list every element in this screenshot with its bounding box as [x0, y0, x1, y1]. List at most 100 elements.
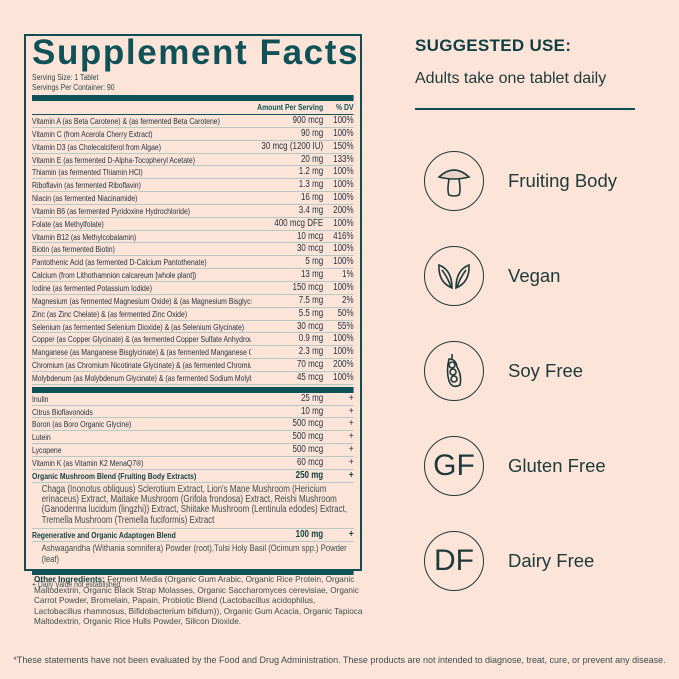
nutrient-row: Vitamin E (as fermented D-Alpha-Tocopher…: [32, 154, 354, 167]
nutrient-amount: 1.2 mg: [298, 166, 324, 178]
adaptogen-blend-row: Regenerative and Organic Adaptogen Blend…: [32, 528, 354, 542]
nutrient-row: Chromium (as Chromium Nicotinate Glycina…: [32, 359, 354, 372]
nutrient-amount: 500 mcg: [292, 418, 324, 430]
nutrient-name: Folate (as Methylfolate): [32, 218, 104, 229]
divider: [415, 108, 635, 110]
nutrient-amount: 900 mcg: [292, 115, 324, 126]
header-amount: Amount Per Serving: [257, 102, 324, 112]
nutrient-name: Riboflavin (as fermented Riboflavin): [32, 180, 141, 191]
nutrient-row: Calcium (from Lithothamnion calcareum [w…: [32, 269, 354, 282]
nutrient-amount: 3.4 mg: [298, 204, 324, 216]
nutrient-row: Thiamin (as fermented Thiamin HCl) 1.2 mg…: [32, 166, 354, 180]
nutrient-dv: 55%: [337, 320, 354, 332]
nutrient-row: Niacin (as fermented Niacinamide) 16 mg 10…: [32, 192, 354, 205]
nutrient-row: Magnesium (as fermented Magnesium Oxide)…: [32, 295, 354, 308]
nutrient-name: Vitamin B12 (as Methylcobalamin): [32, 231, 137, 242]
facts-table: Serving Size: 1 Tablet Servings Per Cont…: [32, 72, 354, 590]
nutrient-name: Vitamin C (from Acerola Cherry Extract): [32, 128, 153, 139]
nutrient-row: Vitamin B6 (as fermented Pyridoxine Hydr…: [32, 205, 354, 218]
nutrient-amount: 10 mg: [300, 405, 324, 417]
nutrient-row: Molybdenum (as Molybdenum Glycinate) & (…: [32, 372, 354, 385]
nutrient-row: Vitamin C (from Acerola Cherry Extract) 9…: [32, 128, 354, 141]
nutrient-dv: 100%: [333, 127, 354, 139]
badge-label: Gluten Free: [508, 455, 606, 476]
nutrient-dv: 100%: [333, 243, 354, 255]
nutrient-dv: 150%: [333, 140, 354, 152]
nutrient-amount: 2.3 mg: [298, 346, 324, 358]
nutrient-row: Pantothenic Acid (as fermented D-Calcium…: [32, 256, 354, 270]
badge-soy-free: Soy Free: [424, 341, 583, 401]
nutrient-amount: 10 mcg: [296, 230, 324, 242]
leaves-icon: [424, 246, 484, 306]
divider: [32, 386, 354, 393]
nutrient-amount: 16 mg: [300, 192, 324, 204]
nutrient-amount: 0.9 mg: [298, 333, 324, 345]
footnote: + Daily Value not established.: [32, 578, 123, 589]
nutrient-name: Iodine (as fermented Potassium Iodide): [32, 282, 152, 293]
nutrient-dv: +: [348, 418, 354, 430]
nutrient-row: Vitamin K (as Vitamin K2 MenaQ7®) 60 mcg +: [32, 457, 354, 470]
adaptogen-blend-description: Ashwagandha (Withania somnifera) Powder …: [41, 542, 347, 565]
nutrient-dv: 200%: [333, 204, 354, 216]
divider: [32, 568, 354, 575]
nutrient-name: Calcium (from Lithothamnion calcareum [w…: [32, 270, 197, 281]
nutrient-name: Magnesium (as fermented Magnesium Oxide)…: [32, 295, 252, 306]
badge-fruiting-body: Fruiting Body: [424, 151, 617, 211]
nutrient-dv: 100%: [333, 256, 354, 268]
nutrient-name: Pantothenic Acid (as fermented D-Calcium…: [32, 257, 207, 268]
mushroom-blend-description: Chaga (Inonotus obliquus) Sclerotium Ext…: [32, 483, 354, 529]
badge-label: Dairy Free: [508, 550, 595, 571]
nutrient-name: Molybdenum (as Molybdenum Glycinate) & (…: [32, 372, 252, 383]
nutrient-name: Niacin (as fermented Niacinamide): [32, 193, 138, 204]
nutrient-name: Vitamin K (as Vitamin K2 MenaQ7®): [32, 457, 144, 468]
nutrient-row: Lycopene 500 mcg +: [32, 444, 354, 457]
nutrient-name: Boron (as Boro Organic Glycine): [32, 419, 132, 430]
nutrient-amount: 90 mg: [300, 127, 324, 139]
nutrient-name: Vitamin E (as fermented D-Alpha-Tocopher…: [32, 154, 196, 165]
nutrient-amount: 30 mcg: [296, 243, 324, 255]
nutrient-name: Thiamin (as fermented Thiamin HCl): [32, 167, 143, 178]
nutrient-dv: +: [348, 392, 354, 404]
header-dv: % DV: [336, 102, 354, 112]
nutrient-name: Vitamin B6 (as fermented Pyridoxine Hydr…: [32, 205, 191, 216]
nutrient-amount: 500 mcg: [292, 431, 324, 443]
badge-dairy-free: DF Dairy Free: [424, 531, 594, 591]
supplement-facts-panel: Supplement Facts Serving Size: 1 Tablet …: [24, 33, 362, 589]
nutrient-name: Zinc (as Zinc Chelate) & (as fermented Z…: [32, 308, 188, 319]
nutrient-row: Zinc (as Zinc Chelate) & (as fermented Z…: [32, 308, 354, 321]
nutrient-amount: 70 mcg: [296, 359, 324, 371]
nutrient-amount: 1.3 mg: [298, 179, 324, 191]
mushroom-blend-row: Organic Mushroom Blend (Fruiting Body Ex…: [32, 469, 354, 483]
nutrient-dv: 100%: [333, 192, 354, 204]
nutrient-dv: 200%: [333, 359, 354, 371]
nutrient-amount: 30 mcg (1200 IU): [261, 140, 324, 152]
nutrient-name: Vitamin A (as Beta Carotene) & (as ferme…: [32, 116, 220, 126]
nutrient-amount: 25 mg: [300, 392, 324, 404]
nutrient-name: Manganese (as Manganese Bisglycinate) & …: [32, 347, 251, 358]
serving-size: Serving Size: 1 Tablet: [32, 72, 99, 82]
soybean-icon: [424, 341, 484, 401]
servings-per-container: Servings Per Container: 90: [32, 82, 115, 92]
suggested-use-title: SUGGESTED USE:: [415, 36, 572, 55]
nutrient-dv: 100%: [333, 371, 354, 383]
nutrient-row: Biotin (as fermented Biotin) 30 mcg 100%: [32, 243, 354, 257]
gluten-free-icon: GF: [424, 436, 484, 496]
nutrient-dv: 2%: [342, 294, 354, 306]
nutrient-row: Citrus Bioflavonoids 10 mg +: [32, 406, 354, 419]
nutrient-dv: 50%: [337, 307, 354, 319]
nutrient-amount: 5.5 mg: [298, 307, 324, 319]
nutrient-row: Iodine (as fermented Potassium Iodide) 15…: [32, 282, 354, 295]
nutrient-amount: 400 mcg DFE: [274, 217, 324, 229]
nutrient-row: Folate (as Methylfolate) 400 mcg DFE 100%: [32, 218, 354, 231]
nutrient-row: Riboflavin (as fermented Riboflavin) 1.3 …: [32, 179, 354, 193]
mushroom-icon: [424, 151, 484, 211]
nutrient-amount: 20 mg: [300, 153, 324, 165]
panel-title: Supplement Facts: [32, 33, 360, 72]
fda-disclaimer: *These statements have not been evaluate…: [13, 655, 666, 665]
nutrient-name: Biotin (as fermented Biotin): [32, 244, 115, 255]
nutrient-dv: 100%: [333, 217, 354, 229]
divider: [32, 95, 354, 101]
nutrient-dv: +: [348, 456, 354, 468]
nutrient-amount: 45 mcg: [296, 371, 324, 383]
badge-label: Fruiting Body: [508, 170, 617, 191]
